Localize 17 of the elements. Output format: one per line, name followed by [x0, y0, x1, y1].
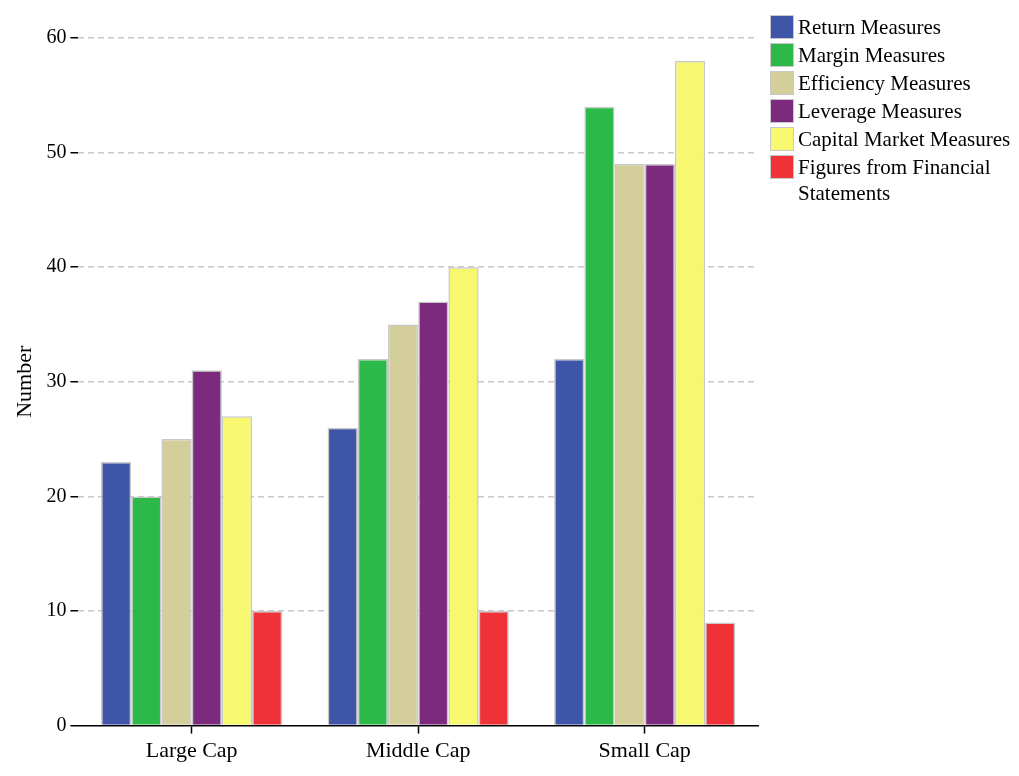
y-axis-title: Number [10, 345, 36, 418]
y-tick-label: 20 [46, 483, 67, 506]
x-tick-label: Middle Cap [365, 736, 471, 762]
legend-label: Capital Market Measures [798, 126, 1011, 152]
legend-label: Margin Measures [798, 42, 946, 68]
y-tick-label: 60 [46, 25, 67, 48]
y-tick-label: 50 [46, 139, 67, 162]
y-tick-label: 30 [46, 369, 67, 392]
x-tick-label: Large Cap [145, 736, 238, 762]
y-tick-label: 10 [46, 598, 67, 621]
legend-label: Return Measures [798, 14, 941, 40]
y-tick-label: 40 [46, 254, 67, 277]
legend-label: Leverage Measures [798, 98, 962, 124]
legend-label: Figures from Financial Statements [798, 154, 992, 206]
y-tick-label: 0 [56, 712, 67, 735]
legend-label: Efficiency Measures [798, 70, 971, 96]
x-tick-label: Small Cap [598, 736, 691, 762]
